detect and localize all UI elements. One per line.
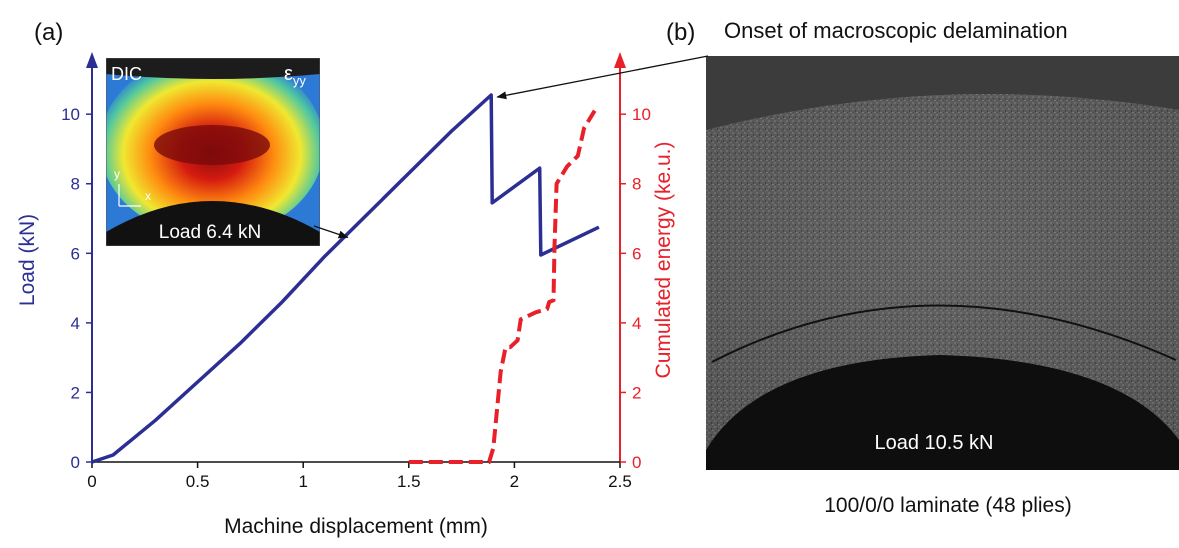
x-tick-label: 2.5	[608, 472, 632, 491]
left-y-axis-ticks: 0 2 4 6 8 10	[61, 105, 92, 472]
left-y-tick-label: 10	[61, 105, 80, 124]
right-y-tick-label: 4	[632, 314, 641, 333]
x-tick-label: 0	[87, 472, 96, 491]
inset-strain-label: εyy	[284, 63, 306, 88]
left-y-axis	[86, 52, 98, 462]
inset-load-label: Load 6.4 kN	[159, 222, 261, 243]
laminate-caption: 100/0/0 laminate (48 plies)	[824, 494, 1071, 517]
load-line	[91, 93, 600, 464]
right-y-tick-label: 2	[632, 383, 641, 402]
photo-pointer-arrow	[496, 55, 709, 100]
right-y-axis-ticks: 0 2 4 6 8 10	[620, 105, 651, 472]
cumulated-energy-line	[408, 109, 597, 464]
delamination-crack	[711, 304, 1177, 363]
series-layer	[91, 93, 600, 464]
annotation-arrows	[313, 55, 709, 239]
right-y-tick-label: 10	[632, 105, 651, 124]
inset-strain-symbol: ε	[284, 63, 293, 85]
left-y-tick-label: 4	[71, 314, 80, 333]
right-y-axis	[614, 52, 626, 462]
photo-title: Onset of macroscopic delamination	[724, 18, 1068, 43]
delamination-photo: Load 10.5 kN	[706, 56, 1179, 470]
left-y-tick-label: 6	[71, 244, 80, 263]
panel-a-label: (a)	[34, 19, 63, 46]
panel-b-label: (b)	[666, 19, 695, 46]
x-axis-ticks: 0 0.5 1 1.5 2 2.5	[87, 462, 632, 491]
right-y-tick-label: 0	[632, 453, 641, 472]
inset-axis-x-label: x	[145, 189, 151, 203]
photo-load-label: Load 10.5 kN	[875, 432, 994, 454]
left-y-tick-label: 8	[71, 175, 80, 194]
right-y-tick-label: 6	[632, 244, 641, 263]
x-axis-title: Machine displacement (mm)	[224, 515, 488, 538]
left-y-tick-label: 2	[71, 383, 80, 402]
inset-dic-label: DIC	[111, 64, 142, 84]
dic-inset: DIC εyy y x Load 6.4 kN	[106, 58, 320, 246]
x-tick-label: 1	[298, 472, 307, 491]
left-y-axis-title: Load (kN)	[16, 214, 39, 306]
inset-strain-subscript: yy	[293, 73, 307, 88]
x-tick-label: 2	[510, 472, 519, 491]
x-tick-label: 1.5	[397, 472, 421, 491]
loading-nose	[706, 355, 1179, 470]
left-y-tick-label: 0	[71, 453, 80, 472]
right-y-axis-title: Cumulated energy (ke.u.)	[652, 142, 675, 379]
right-y-tick-label: 8	[632, 175, 641, 194]
x-tick-label: 0.5	[186, 472, 210, 491]
inset-loading-nose	[106, 201, 320, 246]
inset-pointer-arrow	[313, 225, 349, 239]
inset-axis-y-label: y	[114, 167, 120, 181]
